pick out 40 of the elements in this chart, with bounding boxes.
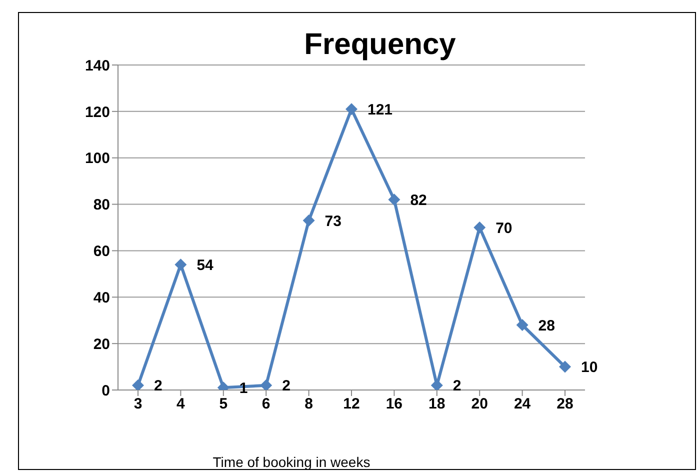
data-label: 82 <box>410 192 427 209</box>
x-tick-label: 4 <box>176 396 186 413</box>
point <box>559 360 571 373</box>
point <box>388 194 400 206</box>
x-tick-label: 28 <box>556 396 574 413</box>
y-tick-label: 60 <box>93 243 110 260</box>
y-tick-label: 40 <box>93 289 110 306</box>
y-tick-label: 140 <box>84 57 110 74</box>
data-label: 121 <box>368 101 393 118</box>
x-tick-label: 3 <box>134 396 142 413</box>
point <box>132 379 144 390</box>
data-label: 28 <box>538 317 555 334</box>
y-tick-label: 100 <box>84 150 110 168</box>
x-tick-label: 12 <box>343 396 360 413</box>
y-tick-label: 120 <box>84 104 110 121</box>
point <box>346 103 358 116</box>
point <box>174 258 187 271</box>
y-tick-label: 80 <box>93 196 110 214</box>
data-label: 54 <box>196 256 214 274</box>
point <box>516 319 528 331</box>
x-tick-label: 20 <box>471 396 488 413</box>
chart-title: Frequency <box>303 28 457 62</box>
point <box>260 379 272 390</box>
x-tick-label: 5 <box>219 396 228 413</box>
data-label: 73 <box>324 212 342 230</box>
data-label: 2 <box>282 378 290 395</box>
x-tick-label: 24 <box>514 396 532 413</box>
y-tick-label: 0 <box>102 382 110 400</box>
x-tick-label: 18 <box>428 396 446 413</box>
data-label: 10 <box>581 359 598 376</box>
point <box>302 214 315 227</box>
x-tick-label: 8 <box>304 396 313 413</box>
data-label: 2 <box>154 378 162 395</box>
x-tick-label: 6 <box>262 396 270 413</box>
data-label: 2 <box>452 378 462 395</box>
data-label: 70 <box>496 220 512 237</box>
x-tick-label: 16 <box>386 396 403 413</box>
y-tick-label: 20 <box>93 336 110 353</box>
point <box>474 222 486 234</box>
x-axis-title: Time of booking in weeks <box>212 454 370 470</box>
